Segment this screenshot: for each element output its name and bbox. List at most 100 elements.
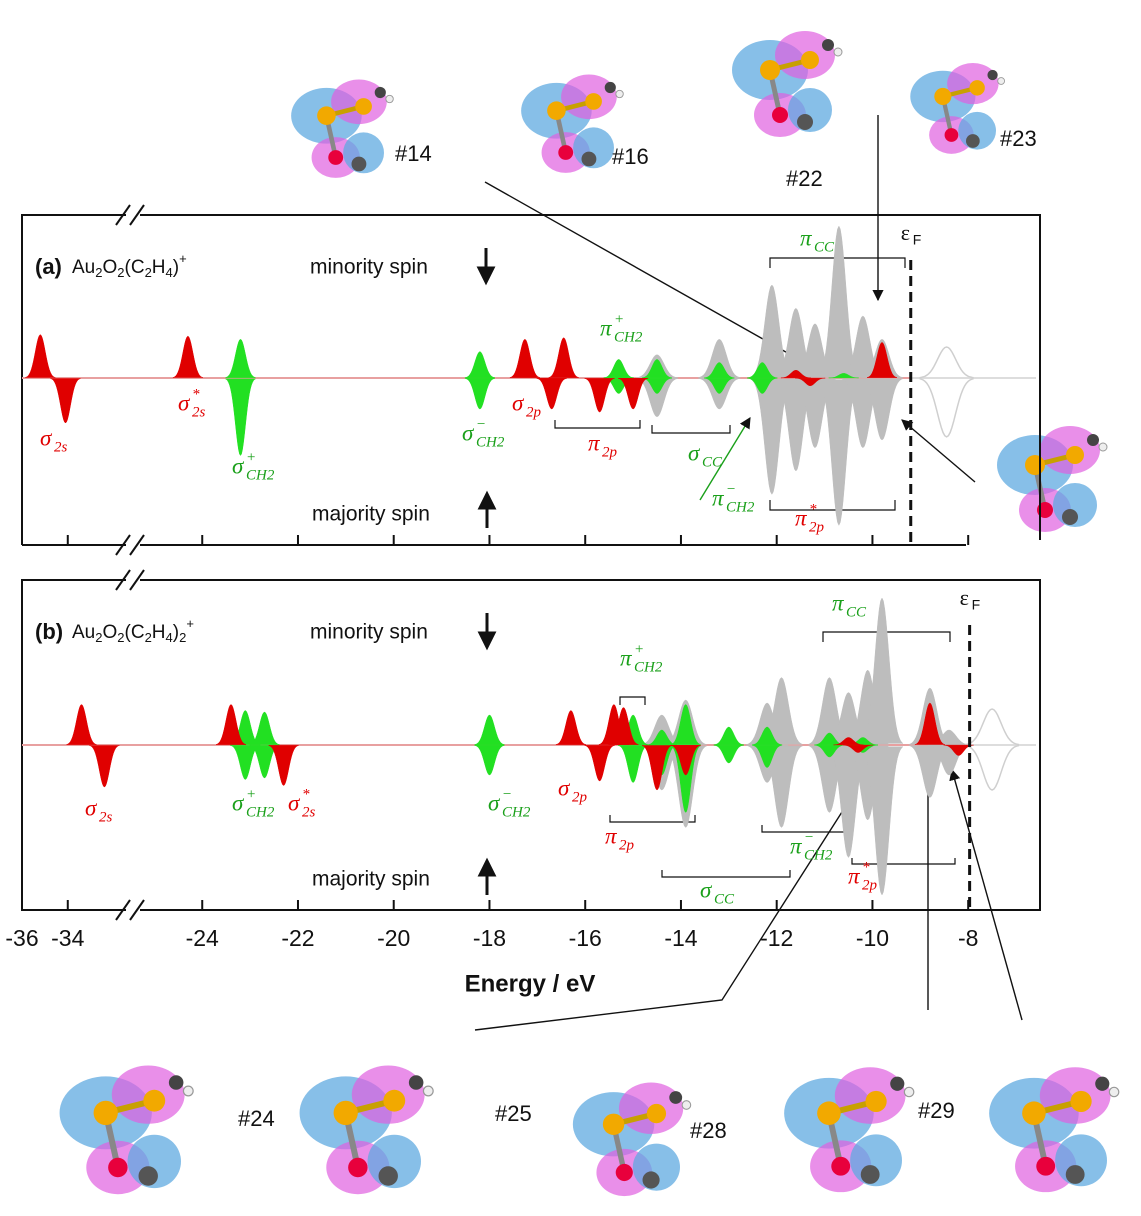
formula-part: H	[152, 622, 166, 643]
dos-peak	[510, 339, 540, 377]
orbital-image	[300, 1066, 434, 1195]
annotation-sub: 2s	[54, 439, 68, 455]
annotation-sup: +	[634, 641, 644, 657]
annotation: π	[795, 505, 808, 530]
dos-peak	[51, 379, 81, 423]
x-tick-label: -34	[51, 925, 84, 951]
annotation-sup: +	[246, 449, 256, 465]
annotation-sup: −	[502, 786, 512, 802]
dos-peak	[89, 746, 119, 788]
dos-peak	[25, 335, 55, 378]
dos-peak	[475, 745, 505, 775]
orbital-label: #24	[238, 1106, 275, 1131]
orbital-label: #29	[918, 1098, 955, 1123]
dos-peak	[465, 352, 495, 378]
annotation-sub: 2p	[526, 404, 542, 420]
orbital-label: #28	[690, 1118, 727, 1143]
annotation-sup: *	[809, 501, 817, 517]
x-tick-label: -36	[5, 925, 38, 951]
fermi-label: ε	[901, 220, 910, 245]
annotation: σ	[488, 790, 501, 815]
panel-label: (a)	[35, 254, 62, 279]
annotation-sub: CC	[814, 239, 835, 255]
annotation: σ	[700, 877, 713, 902]
panel-label: (b)	[35, 619, 63, 644]
x-tick-label: -10	[856, 925, 889, 951]
formula-part: 4	[166, 630, 173, 645]
annotation-sub: CH2	[246, 804, 275, 820]
annotation-sub: CH2	[502, 804, 531, 820]
annotation-sub: 2p	[619, 837, 635, 853]
spin-label: minority spin	[310, 256, 428, 279]
panel-formula: Au2O2(C2H4)+	[72, 251, 187, 280]
formula-part: 2	[117, 630, 124, 645]
dos-peak	[714, 745, 744, 763]
annotation-sub: 2s	[192, 404, 206, 420]
orbital-image	[784, 1067, 914, 1192]
annotation-sub: 2p	[862, 877, 878, 893]
dos-peak	[226, 379, 256, 456]
annotation-sup: *	[192, 386, 200, 402]
annotation-sup: +	[614, 311, 624, 327]
annotation: π	[712, 485, 725, 510]
fermi-label-sub: F	[972, 597, 981, 613]
pointer-arrows	[475, 115, 1022, 1030]
axis-break	[116, 205, 144, 920]
dos-peak	[920, 347, 974, 378]
annotation-sub: CC	[714, 891, 735, 907]
formula-part: (C	[125, 257, 145, 278]
dos-peak	[549, 338, 579, 378]
x-tick-label: -12	[760, 925, 793, 951]
x-tick-label: -16	[569, 925, 602, 951]
annotation: σ	[232, 453, 245, 478]
annotation: σ	[85, 795, 98, 820]
orbital-label: #22	[786, 166, 823, 191]
formula-part: 2	[117, 265, 124, 280]
dos-peak	[920, 379, 974, 437]
annotation: π	[790, 833, 803, 858]
annotation-sub: CH2	[634, 659, 663, 675]
formula-part: O	[102, 257, 117, 278]
orbital-image	[732, 31, 842, 137]
annotation-sub: CH2	[476, 434, 505, 450]
spin-label: minority spin	[310, 621, 428, 644]
dos-peak	[465, 378, 495, 409]
annotation-sub: 2p	[572, 789, 588, 805]
orbital-image	[60, 1066, 194, 1195]
annotation-sub: CH2	[614, 329, 643, 345]
formula-part: +	[179, 251, 187, 266]
orbital-image	[291, 80, 393, 178]
x-axis-title: Energy / eV	[465, 970, 596, 997]
dos-peak	[585, 378, 615, 412]
orbital-image	[521, 75, 623, 173]
annotation-sub: 2p	[602, 444, 618, 460]
annotation-sup: −	[726, 481, 736, 497]
x-tick-label: -14	[664, 925, 697, 951]
x-tick-label: -22	[281, 925, 314, 951]
annotation-sub: 2p	[809, 519, 825, 535]
dos-peak	[67, 705, 97, 745]
orbital-label: #14	[395, 141, 432, 166]
formula-part: Au	[72, 622, 95, 643]
dos-peak	[965, 746, 1019, 791]
annotation-sub: CH2	[804, 847, 833, 863]
annotation: σ	[232, 790, 245, 815]
plot: εF(a)Au2O2(C2H4)+minority spinmajority s…	[5, 220, 1036, 997]
dos-peak	[537, 378, 567, 409]
formula-part: 2	[145, 265, 152, 280]
annotation: π	[605, 823, 618, 848]
orbital-image	[997, 426, 1107, 532]
annotation: σ	[462, 420, 475, 445]
orbital-label: #23	[1000, 126, 1037, 151]
orbital-image	[573, 1083, 691, 1197]
formula-part: 2	[179, 630, 186, 645]
dos-peak	[475, 715, 505, 745]
annotation: π	[848, 863, 861, 888]
annotation: σ	[558, 775, 571, 800]
orbital-label: #16	[612, 144, 649, 169]
annotation-sub: CC	[846, 604, 867, 620]
formula-part: 4	[166, 265, 173, 280]
figure: #14 #16 #22 #23 #24 #25 #28 #29 εF(a)Au2…	[0, 0, 1141, 1216]
formula-part: H	[152, 257, 166, 278]
orbital-images: #14 #16 #22 #23 #24 #25 #28 #29	[60, 31, 1119, 1196]
